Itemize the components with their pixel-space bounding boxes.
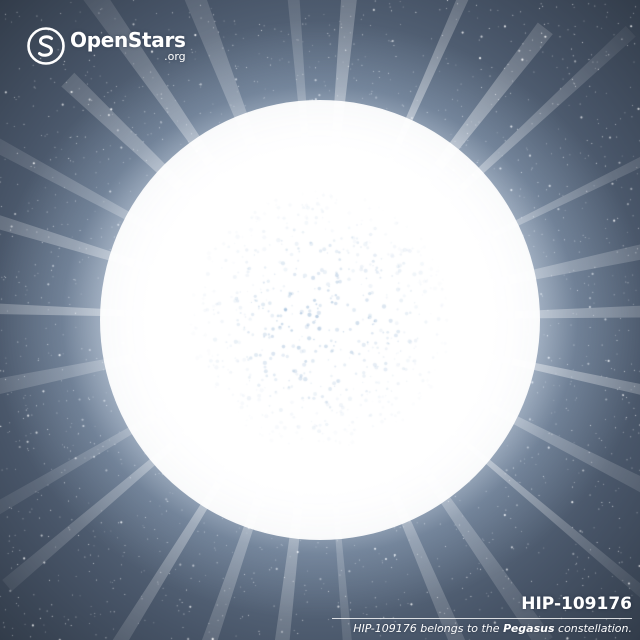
constellation-name: Pegasus xyxy=(503,622,555,635)
brand-tld: .org xyxy=(164,50,186,63)
caption-divider xyxy=(332,618,632,619)
openstars-logo-icon xyxy=(27,27,65,65)
light-ray xyxy=(320,320,466,640)
light-ray xyxy=(274,320,320,640)
star-surface-texture xyxy=(180,180,460,460)
openstars-logo: OpenStars .org xyxy=(26,26,186,66)
brand-name: OpenStars xyxy=(70,28,186,52)
light-ray xyxy=(320,305,640,320)
star-id-title: HIP-109176 xyxy=(521,594,632,614)
caption-prefix: HIP-109176 belongs to the xyxy=(353,622,500,635)
star-caption-text: HIP-109176 belongs to the Pegasus conste… xyxy=(332,622,632,636)
star-caption: HIP-109176 HIP-109176 belongs to the Peg… xyxy=(332,593,632,636)
caption-suffix: constellation. xyxy=(558,622,632,635)
light-ray xyxy=(184,0,320,320)
